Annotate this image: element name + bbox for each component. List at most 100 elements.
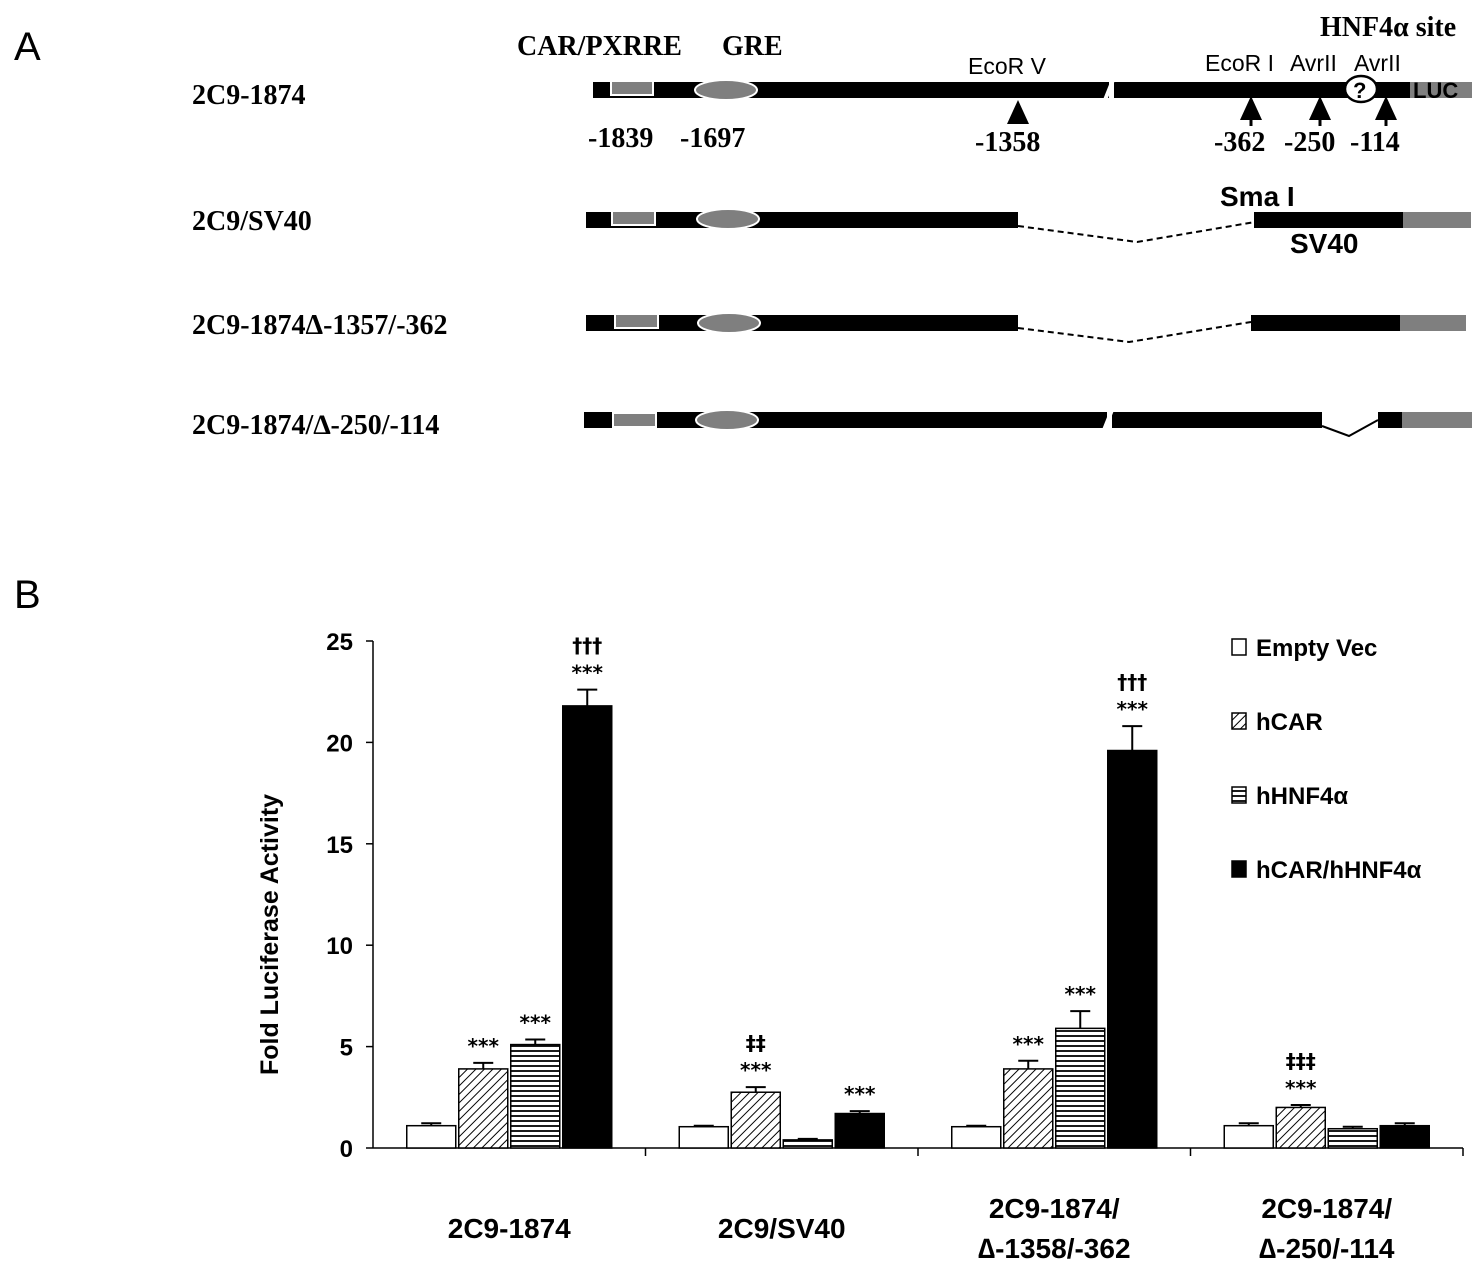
avrii-arrow-icon [1375,96,1397,120]
bar [510,1043,561,1149]
bar [1379,1124,1430,1149]
avrii-label-1: AvrII [1290,50,1337,76]
bar [1003,1068,1054,1149]
luc-segment [1410,82,1472,98]
hnf4a-site-marker [1343,74,1379,104]
promoter-bar-segment [1114,82,1410,98]
deletion-line [1017,221,1256,244]
legend-swatch [1231,712,1247,730]
car-pxrre-box [611,210,656,226]
gre-ellipse [696,208,760,230]
construct-2c9-1874: 2C9-1874 ? LUC -1839 -1697 -1358 -362 -2… [192,74,1472,158]
significance-label: *** [1285,1076,1317,1100]
ecori-label: EcoR I [1205,50,1274,76]
legend-label: hCAR [1256,709,1323,736]
hnf4a-question-mark: ? [1353,78,1366,103]
bar [1055,1027,1106,1149]
gre-label: GRE [722,31,783,62]
smai-label: Sma I [1220,181,1295,212]
gre-ellipse [697,312,761,334]
construct-name-4: 2C9-1874/∆-250/-114 [192,410,439,441]
category-label: ∆-250/-114 [1259,1233,1395,1264]
promoter-bar-segment [593,82,1109,98]
significance-label: *** [1065,982,1097,1006]
position-label: -1839 [588,123,653,154]
y-tick-label: 15 [326,832,353,859]
construct-2c9-sv40: 2C9/SV40 Sma I SV40 [192,181,1471,259]
promoter-bar-segment [586,212,1018,228]
bar [834,1112,885,1149]
bar [730,1091,781,1149]
bar [1107,749,1158,1149]
panel-b-letter: B [14,573,41,617]
significance-label: ‡‡ [746,1031,766,1055]
deletion-line [1321,419,1379,438]
ecorv-arrow-icon [1007,100,1029,124]
legend-swatch [1231,860,1247,878]
construct-2c9-1874-del-250-114: 2C9-1874/∆-250/-114 [192,409,1472,441]
construct-name-1: 2C9-1874 [192,80,306,111]
ecorv-label: EcoR V [968,53,1047,79]
position-label: -1697 [680,123,745,154]
car-pxrre-label: CAR/PXRRE [517,31,682,62]
construct-2c9-1874-del-1357-362: 2C9-1874Δ-1357/-362 [192,310,1466,344]
significance-label: *** [740,1058,772,1082]
promoter-bar-segment [586,315,1018,331]
category-label: 2C9/SV40 [718,1213,846,1244]
legend-label: hCAR/hHNF4α [1256,857,1422,884]
significance-label: ††† [1117,670,1147,694]
luc-label: LUC [1413,78,1458,103]
position-label: -250 [1284,127,1335,158]
position-label: -1358 [975,127,1040,158]
bar [782,1139,833,1149]
avrii-arrow-icon [1309,96,1331,120]
significance-label: *** [844,1082,876,1106]
y-axis-label: Fold Luciferase Activity [256,794,284,1075]
promoter-bar-segment [1112,412,1322,428]
car-pxrre-box [612,412,657,428]
legend-label: hHNF4α [1256,783,1348,810]
gre-ellipse [694,79,758,101]
bar [951,1125,1002,1149]
bar-chart: 0 5 10 15 20 25 Fold Luciferase Activity *** ‡‡ *… [256,629,1464,1264]
construct-name-3: 2C9-1874Δ-1357/-362 [192,310,448,341]
hnf4a-site-label: HNF4α site [1320,12,1456,43]
luc-segment [1403,212,1471,228]
significance-label: *** [572,661,604,685]
sv40-segment [1254,212,1403,228]
bar [562,705,613,1149]
position-label: -114 [1350,127,1400,158]
legend-swatch [1231,638,1247,656]
bar [1275,1106,1326,1149]
gre-ellipse [695,409,759,431]
promoter-bar-segment [584,412,1107,428]
category-label: ∆-1358/-362 [978,1233,1131,1264]
car-pxrre-box [614,313,659,329]
bar [406,1124,457,1149]
significance-label: *** [1117,697,1149,721]
sv40-label: SV40 [1290,228,1359,259]
significance-label: *** [1013,1032,1045,1056]
luc-segment [1400,315,1466,331]
panel-a-letter: A [14,25,41,69]
significance-label: ‡‡‡ [1286,1049,1316,1073]
category-label: 2C9-1874/ [1261,1193,1392,1224]
y-tick-label: 5 [340,1035,353,1062]
y-tick-label: 25 [326,629,353,656]
position-label: -362 [1214,127,1265,158]
category-label: 2C9-1874 [448,1213,571,1244]
deletion-line [1017,321,1252,344]
significance-label: *** [468,1034,500,1058]
promoter-bar-segment [1378,412,1402,428]
break-mark [1103,79,1115,101]
break-mark [1102,409,1114,431]
avrii-label-2: AvrII [1354,50,1401,76]
y-tick-label: 10 [326,933,353,960]
bar [458,1068,509,1149]
promoter-bar-segment [1251,315,1400,331]
category-label: 2C9-1874/ [989,1193,1120,1224]
ecori-arrow-icon [1240,96,1262,120]
significance-label: *** [520,1011,552,1035]
bar [1327,1127,1378,1149]
